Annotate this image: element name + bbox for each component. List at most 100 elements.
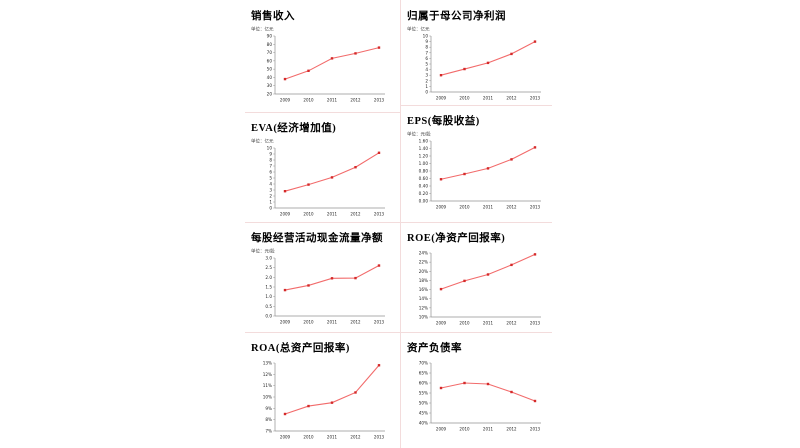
svg-text:12%: 12% xyxy=(419,305,428,310)
svg-text:2012: 2012 xyxy=(506,427,517,432)
svg-text:0.60: 0.60 xyxy=(419,176,429,181)
svg-text:1.60: 1.60 xyxy=(419,139,429,144)
chart-title: 销售收入 xyxy=(251,11,295,22)
svg-text:0: 0 xyxy=(269,206,272,211)
svg-text:2010: 2010 xyxy=(459,96,470,101)
svg-text:2009: 2009 xyxy=(280,212,291,217)
chart-title: EPS(每股收益) xyxy=(407,116,480,127)
svg-text:8%: 8% xyxy=(265,417,272,422)
svg-text:18%: 18% xyxy=(419,278,428,283)
svg-text:2013: 2013 xyxy=(530,96,541,101)
svg-text:2012: 2012 xyxy=(350,212,361,217)
svg-text:10: 10 xyxy=(267,146,273,151)
svg-text:1.20: 1.20 xyxy=(419,154,429,159)
svg-text:9%: 9% xyxy=(265,406,272,411)
svg-text:1.40: 1.40 xyxy=(419,146,429,151)
svg-text:24%: 24% xyxy=(419,251,428,256)
svg-text:2010: 2010 xyxy=(303,212,314,217)
chart-unit-label: 单位：亿元 xyxy=(251,27,274,32)
svg-text:3: 3 xyxy=(269,188,272,193)
svg-text:1: 1 xyxy=(425,84,428,89)
svg-text:2013: 2013 xyxy=(374,98,385,103)
svg-text:2011: 2011 xyxy=(483,205,494,210)
chart-cell-sales-revenue: 销售收入 单位：亿元 90 80 70 60 50 40 30 20 2009 2010 2011 2… xyxy=(245,2,400,110)
line-chart-roe: 24% 22% 20% 18% 16% 14% 12% 10% 2009 2010 2011 2012… xyxy=(419,251,541,326)
row-divider-line xyxy=(400,222,552,223)
svg-text:10: 10 xyxy=(423,34,429,39)
svg-text:2009: 2009 xyxy=(436,427,447,432)
svg-text:2.0: 2.0 xyxy=(265,275,272,280)
svg-text:2011: 2011 xyxy=(483,427,494,432)
svg-text:9: 9 xyxy=(269,152,272,157)
svg-text:2009: 2009 xyxy=(280,98,291,103)
row-divider-line xyxy=(400,332,552,333)
svg-text:2.5: 2.5 xyxy=(265,265,272,270)
svg-text:2013: 2013 xyxy=(530,427,541,432)
svg-text:6: 6 xyxy=(425,56,428,61)
chart-cell-net-profit: 归属于母公司净利润 单位：亿元 10 9 8 7 6 5 4 3 2 1 0 2009 2010 2011… xyxy=(401,2,552,103)
svg-text:2009: 2009 xyxy=(436,96,447,101)
svg-text:2013: 2013 xyxy=(530,321,541,326)
svg-text:2: 2 xyxy=(269,194,272,199)
svg-text:1.00: 1.00 xyxy=(419,161,429,166)
svg-text:2010: 2010 xyxy=(303,98,314,103)
row-divider-line xyxy=(245,332,400,333)
chart-title: 资产负债率 xyxy=(407,343,462,354)
svg-text:2013: 2013 xyxy=(374,212,385,217)
svg-text:13%: 13% xyxy=(263,361,272,366)
chart-cell-roa: ROA(总资产回报率) 13% 12% 11% 10% 9% 8% 7% 2009 2010 20… xyxy=(245,334,400,446)
svg-text:0.40: 0.40 xyxy=(419,184,429,189)
svg-text:65%: 65% xyxy=(419,371,428,376)
svg-text:2009: 2009 xyxy=(436,321,447,326)
chart-cell-debt-ratio: 资产负债率 70% 65% 60% 55% 50% 45% 40% 2009 2010 2011 2… xyxy=(401,334,552,446)
svg-text:10%: 10% xyxy=(419,315,428,320)
chart-title: ROA(总资产回报率) xyxy=(251,343,350,354)
chart-title: 归属于母公司净利润 xyxy=(407,11,506,22)
svg-text:0.80: 0.80 xyxy=(419,169,429,174)
svg-text:8: 8 xyxy=(269,158,272,163)
svg-text:3.0: 3.0 xyxy=(265,256,272,261)
svg-text:2012: 2012 xyxy=(506,205,517,210)
chart-unit-label: 单位：亿元 xyxy=(407,27,430,32)
svg-text:2010: 2010 xyxy=(303,435,314,440)
svg-text:0.00: 0.00 xyxy=(419,199,429,204)
svg-text:14%: 14% xyxy=(419,296,428,301)
svg-text:2011: 2011 xyxy=(483,321,494,326)
svg-text:30: 30 xyxy=(267,83,273,88)
svg-text:2012: 2012 xyxy=(350,98,361,103)
svg-text:2013: 2013 xyxy=(374,435,385,440)
svg-text:5: 5 xyxy=(425,62,428,67)
svg-text:80: 80 xyxy=(267,42,273,47)
chart-title: EVA(经济增加值) xyxy=(251,123,337,134)
line-chart-roa: 13% 12% 11% 10% 9% 8% 7% 2009 2010 2011 2012 2013 xyxy=(263,361,385,440)
chart-unit-label: 单位：亿元 xyxy=(251,139,274,144)
svg-text:0.5: 0.5 xyxy=(265,304,272,309)
svg-text:2012: 2012 xyxy=(506,96,517,101)
svg-text:1: 1 xyxy=(269,200,272,205)
svg-text:60%: 60% xyxy=(419,381,428,386)
row-divider-line xyxy=(245,112,400,113)
line-chart-eps: 1.60 1.40 1.20 1.00 0.80 0.60 0.40 0.20 0.00 2009… xyxy=(419,139,541,210)
svg-text:11%: 11% xyxy=(263,383,272,388)
row-divider-line xyxy=(245,222,400,223)
svg-text:20: 20 xyxy=(267,92,273,97)
svg-text:2009: 2009 xyxy=(436,205,447,210)
chart-cell-operating-cashflow-per-share: 每股经营活动现金流量净额 单位：元/股 3.0 2.5 2.0 1.5 1.0 0.5 0.… xyxy=(245,224,400,330)
svg-text:2011: 2011 xyxy=(327,435,338,440)
svg-text:40: 40 xyxy=(267,75,273,80)
svg-text:6: 6 xyxy=(269,170,272,175)
chart-title: 每股经营活动现金流量净额 xyxy=(251,233,383,244)
svg-text:2010: 2010 xyxy=(303,320,314,325)
svg-text:7: 7 xyxy=(269,164,272,169)
svg-text:0.0: 0.0 xyxy=(265,314,272,319)
svg-text:0: 0 xyxy=(425,90,428,95)
svg-text:22%: 22% xyxy=(419,260,428,265)
svg-text:2011: 2011 xyxy=(327,98,338,103)
svg-text:2011: 2011 xyxy=(483,96,494,101)
svg-text:90: 90 xyxy=(267,34,273,39)
svg-text:2010: 2010 xyxy=(459,205,470,210)
chart-cell-roe: ROE(净资产回报率) 24% 22% 20% 18% 16% 14% 12% 10% 2009… xyxy=(401,224,552,330)
svg-text:7: 7 xyxy=(425,50,428,55)
